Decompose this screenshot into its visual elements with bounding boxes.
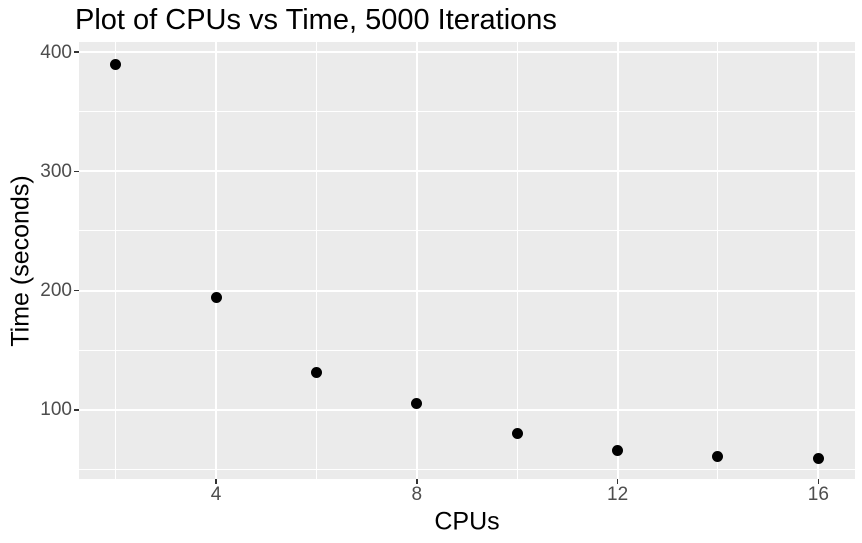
y-tick-label: 200 (40, 280, 72, 302)
minor-gridline-y (79, 111, 855, 113)
chart-title: Plot of CPUs vs Time, 5000 Iterations (75, 4, 557, 36)
data-point (310, 367, 322, 379)
minor-gridline-x (717, 42, 719, 479)
y-tick-label: 100 (40, 399, 72, 421)
data-point (612, 444, 624, 456)
y-tick-mark (74, 409, 79, 411)
major-gridline-y (79, 289, 855, 292)
x-tick-label: 16 (807, 484, 829, 505)
minor-gridline-x (115, 42, 117, 479)
data-point (411, 398, 423, 410)
data-point (210, 292, 222, 304)
major-gridline-x (415, 42, 418, 479)
y-tick-label: 300 (40, 160, 72, 182)
data-point (511, 428, 523, 440)
minor-gridline-x (516, 42, 518, 479)
major-gridline-y (79, 51, 855, 54)
y-tick-mark (74, 170, 79, 173)
x-tick-label: 12 (607, 484, 629, 505)
data-point (812, 453, 824, 465)
major-gridline-x (616, 42, 619, 479)
major-gridline-x (817, 42, 820, 479)
x-tick-mark (616, 479, 619, 484)
y-tick-label: 400 (40, 41, 72, 63)
x-tick-mark (215, 479, 217, 484)
x-tick-label: 8 (411, 484, 423, 505)
minor-gridline-y (79, 468, 855, 470)
y-axis-title: Time (seconds) (6, 175, 35, 347)
y-tick-mark (74, 51, 79, 53)
plot-panel (79, 42, 855, 479)
major-gridline-y (79, 170, 855, 173)
major-gridline-y (79, 408, 855, 411)
data-point (110, 58, 122, 70)
data-point (712, 450, 724, 462)
major-gridline-x (215, 42, 218, 479)
x-tick-mark (416, 479, 418, 484)
minor-gridline-y (79, 230, 855, 232)
y-tick-mark (74, 289, 79, 292)
x-axis-title: CPUs (434, 507, 500, 536)
x-tick-label: 4 (210, 484, 222, 505)
x-tick-mark (817, 479, 820, 484)
minor-gridline-y (79, 349, 855, 351)
minor-gridline-x (315, 42, 317, 479)
